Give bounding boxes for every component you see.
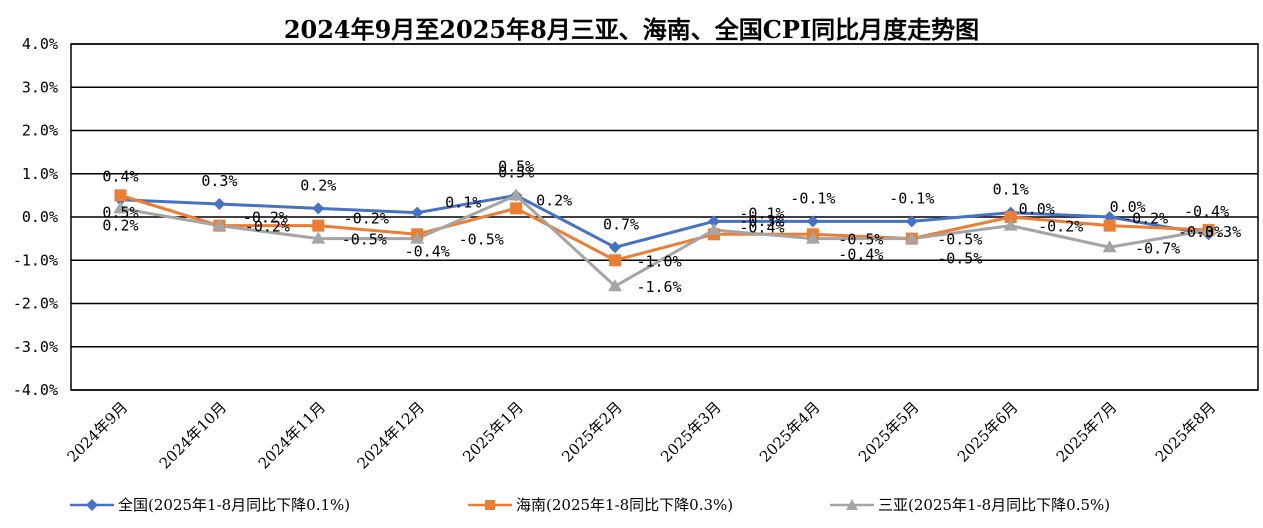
data-label: -0.3% (1178, 223, 1223, 241)
data-point (806, 215, 819, 228)
data-label: 0.2% (300, 176, 336, 194)
data-label: -0.5% (838, 231, 883, 249)
data-point (114, 189, 127, 202)
x-tick-label: 2025年2月 (558, 398, 626, 466)
data-point (312, 202, 325, 215)
data-label: 0.2% (102, 216, 138, 234)
data-label: 0.1% (445, 194, 481, 212)
data-point (411, 206, 424, 219)
chart-title: 2024年9月至2025年8月三亚、海南、全国CPI同比月度走势图 (283, 15, 980, 44)
y-tick-label: 0.0% (22, 208, 58, 226)
x-tick-label: 2025年3月 (657, 398, 725, 466)
x-tick-label: 2025年1月 (459, 398, 527, 466)
series-line-1 (120, 193, 1209, 262)
data-point (608, 279, 623, 292)
data-label: -0.1% (790, 189, 835, 207)
data-label: -0.7% (1135, 239, 1180, 257)
y-tick-label: 2.0% (22, 122, 58, 140)
data-point (410, 231, 425, 244)
data-label: -0.2% (1123, 210, 1168, 228)
legend-diamond-icon (70, 498, 114, 511)
data-point (905, 215, 918, 228)
data-point (1102, 240, 1117, 253)
y-tick-label: 1.0% (22, 165, 58, 183)
data-label: -0.4% (1184, 202, 1229, 220)
legend-square-icon (468, 499, 512, 510)
series-line-2 (120, 193, 1209, 288)
data-point (212, 218, 227, 231)
data-label: 0.5% (498, 157, 534, 175)
data-label: 0.5% (498, 163, 534, 181)
legend-item-national[interactable]: 全国(2025年1-8月同比下降0.1%) (70, 494, 350, 515)
legend-label-sanya: 三亚(2025年1-8月同比下降0.5%) (878, 496, 1111, 514)
data-label: -1.6% (636, 278, 681, 296)
y-tick-label: 4.0% (22, 35, 58, 53)
data-label: -0.4% (838, 245, 883, 263)
y-tick-label: -2.0% (13, 295, 58, 313)
data-point (510, 202, 523, 215)
data-label: 0.0% (1019, 200, 1055, 218)
data-point (904, 231, 919, 244)
data-label: -0.5% (937, 231, 982, 249)
x-tick-label: 2024年9月 (64, 398, 132, 466)
data-label: -0.2% (243, 209, 288, 227)
y-tick-label: 3.0% (22, 78, 58, 96)
data-label: -0.3% (1196, 223, 1241, 241)
data-point (113, 201, 128, 214)
legend-label-hainan: 海南(2025年1-8同比下降0.3%) (516, 496, 734, 514)
data-label: -0.2% (245, 218, 290, 236)
data-label: -0.1% (739, 204, 784, 222)
y-tick-label: -1.0% (13, 251, 58, 269)
data-label: -0.5% (342, 231, 387, 249)
y-tick-label: -4.0% (13, 381, 58, 399)
data-label: -0.5% (937, 250, 982, 268)
data-label: 0.0% (1110, 198, 1146, 216)
data-label: -0.2% (1038, 218, 1083, 236)
legend-item-hainan[interactable]: 海南(2025年1-8同比下降0.3%) (468, 494, 733, 515)
data-point (311, 231, 326, 244)
x-tick-label: 2024年11月 (255, 398, 329, 472)
data-point (1003, 218, 1018, 231)
data-label: 0.2% (536, 191, 572, 209)
x-tick-label: 2024年12月 (354, 398, 428, 472)
data-label: 0.3% (201, 172, 237, 190)
x-tick-label: 2025年8月 (1152, 398, 1220, 466)
data-point (1004, 211, 1017, 223)
y-tick-label: -3.0% (13, 338, 58, 356)
legend-label-national: 全国(2025年1-8月同比下降0.1%) (118, 496, 351, 514)
data-label: -0.4% (405, 242, 450, 260)
data-label: -0.1% (889, 189, 934, 207)
data-point (805, 231, 820, 244)
data-label: -0.4% (739, 218, 784, 236)
x-tick-label: 2025年4月 (756, 398, 824, 466)
data-label: 0.4% (102, 168, 138, 186)
data-label: -0.2% (344, 210, 389, 228)
data-label: 0.7% (603, 215, 639, 233)
series-line-0 (120, 193, 1209, 249)
data-label: -0.3% (739, 212, 784, 230)
data-point (1103, 219, 1116, 232)
x-tick-label: 2025年6月 (954, 398, 1022, 466)
legend-triangle-icon (830, 498, 874, 510)
data-point (312, 219, 325, 232)
legend-item-sanya[interactable]: 三亚(2025年1-8月同比下降0.5%) (830, 494, 1110, 515)
data-point (707, 215, 720, 228)
x-tick-label: 2025年7月 (1053, 398, 1121, 466)
data-label: 0.5% (102, 203, 138, 221)
data-point (706, 222, 721, 235)
data-label: -0.5% (459, 231, 504, 249)
data-point (1201, 222, 1216, 235)
data-point (509, 188, 524, 201)
x-tick-label: 2024年10月 (156, 398, 230, 472)
data-label: 0.1% (993, 181, 1029, 199)
x-tick-label: 2025年5月 (855, 398, 923, 466)
data-point (609, 241, 622, 254)
data-point (609, 254, 622, 267)
data-point (213, 198, 226, 211)
data-label: -1.0% (636, 252, 681, 270)
